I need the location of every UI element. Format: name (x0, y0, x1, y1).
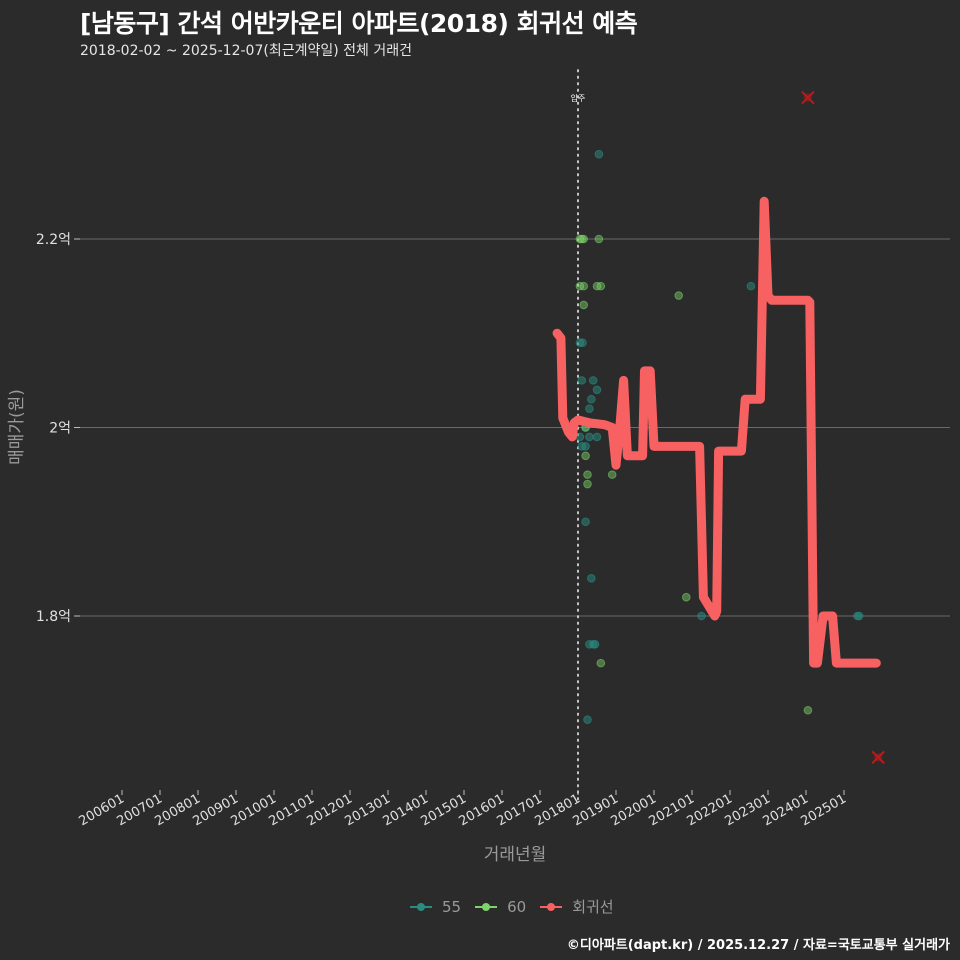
point-55 (590, 639, 600, 649)
chart-title: [남동구] 간석 어반카운티 아파트(2018) 회귀선 예측 (80, 9, 638, 38)
point-60 (596, 658, 606, 668)
legend-item-55[interactable]: 55 (410, 898, 461, 916)
point-55 (594, 149, 604, 159)
outlier-x-icon (801, 90, 815, 105)
point-60 (583, 479, 592, 489)
point-55 (746, 281, 756, 291)
point-55 (587, 574, 596, 583)
point-60 (581, 451, 590, 461)
point-55 (854, 611, 864, 621)
y-tick-label: 1.8억 (36, 609, 71, 625)
point-60 (607, 470, 617, 479)
point-55 (592, 432, 602, 442)
legend-key-regression-icon (540, 902, 563, 912)
point-60 (596, 281, 606, 291)
move-in-label: 입주 (571, 94, 586, 103)
point-60 (579, 234, 589, 244)
legend-label-60: 60 (507, 897, 527, 916)
point-60 (579, 281, 589, 291)
legend-label-55: 55 (442, 897, 462, 916)
x-axis-label: 거래년월 (484, 845, 547, 865)
legend-key-55-icon (410, 902, 432, 912)
point-55 (577, 376, 587, 385)
point-60 (579, 300, 589, 310)
point-60 (674, 291, 684, 300)
point-60 (803, 705, 813, 715)
y-tick-label: 2억 (49, 421, 71, 437)
legend-label-regression: 회귀선 (572, 898, 614, 916)
legend-item-60[interactable]: 60 (475, 898, 526, 916)
legend: 55 60 회귀선 (410, 896, 620, 917)
point-55 (581, 517, 590, 527)
y-tick-label: 2.2억 (36, 232, 71, 248)
point-55 (587, 394, 596, 404)
point-55 (585, 432, 594, 442)
point-55 (581, 442, 590, 451)
point-55 (697, 611, 706, 621)
point-60 (583, 470, 592, 479)
chart-subtitle: 2018-02-02 ~ 2025-12-07(최근계약일) 전체 거래건 (80, 43, 412, 59)
regression-line (552, 196, 881, 668)
point-55 (575, 432, 585, 442)
point-60 (594, 234, 604, 244)
point-55 (578, 338, 587, 347)
point-55 (583, 715, 592, 724)
legend-key-60-icon (475, 902, 498, 912)
point-60 (682, 592, 691, 602)
y-axis-label: 매매가(원) (7, 389, 27, 465)
source-caption: ©디아파트(dapt.kr) / 2025.12.27 / 자료=국토교통부 실… (566, 938, 950, 953)
point-55 (588, 376, 598, 385)
outlier-x-icon (871, 750, 885, 765)
legend-item-regression[interactable]: 회귀선 (540, 896, 614, 917)
point-55 (585, 404, 594, 413)
point-55 (592, 385, 602, 395)
